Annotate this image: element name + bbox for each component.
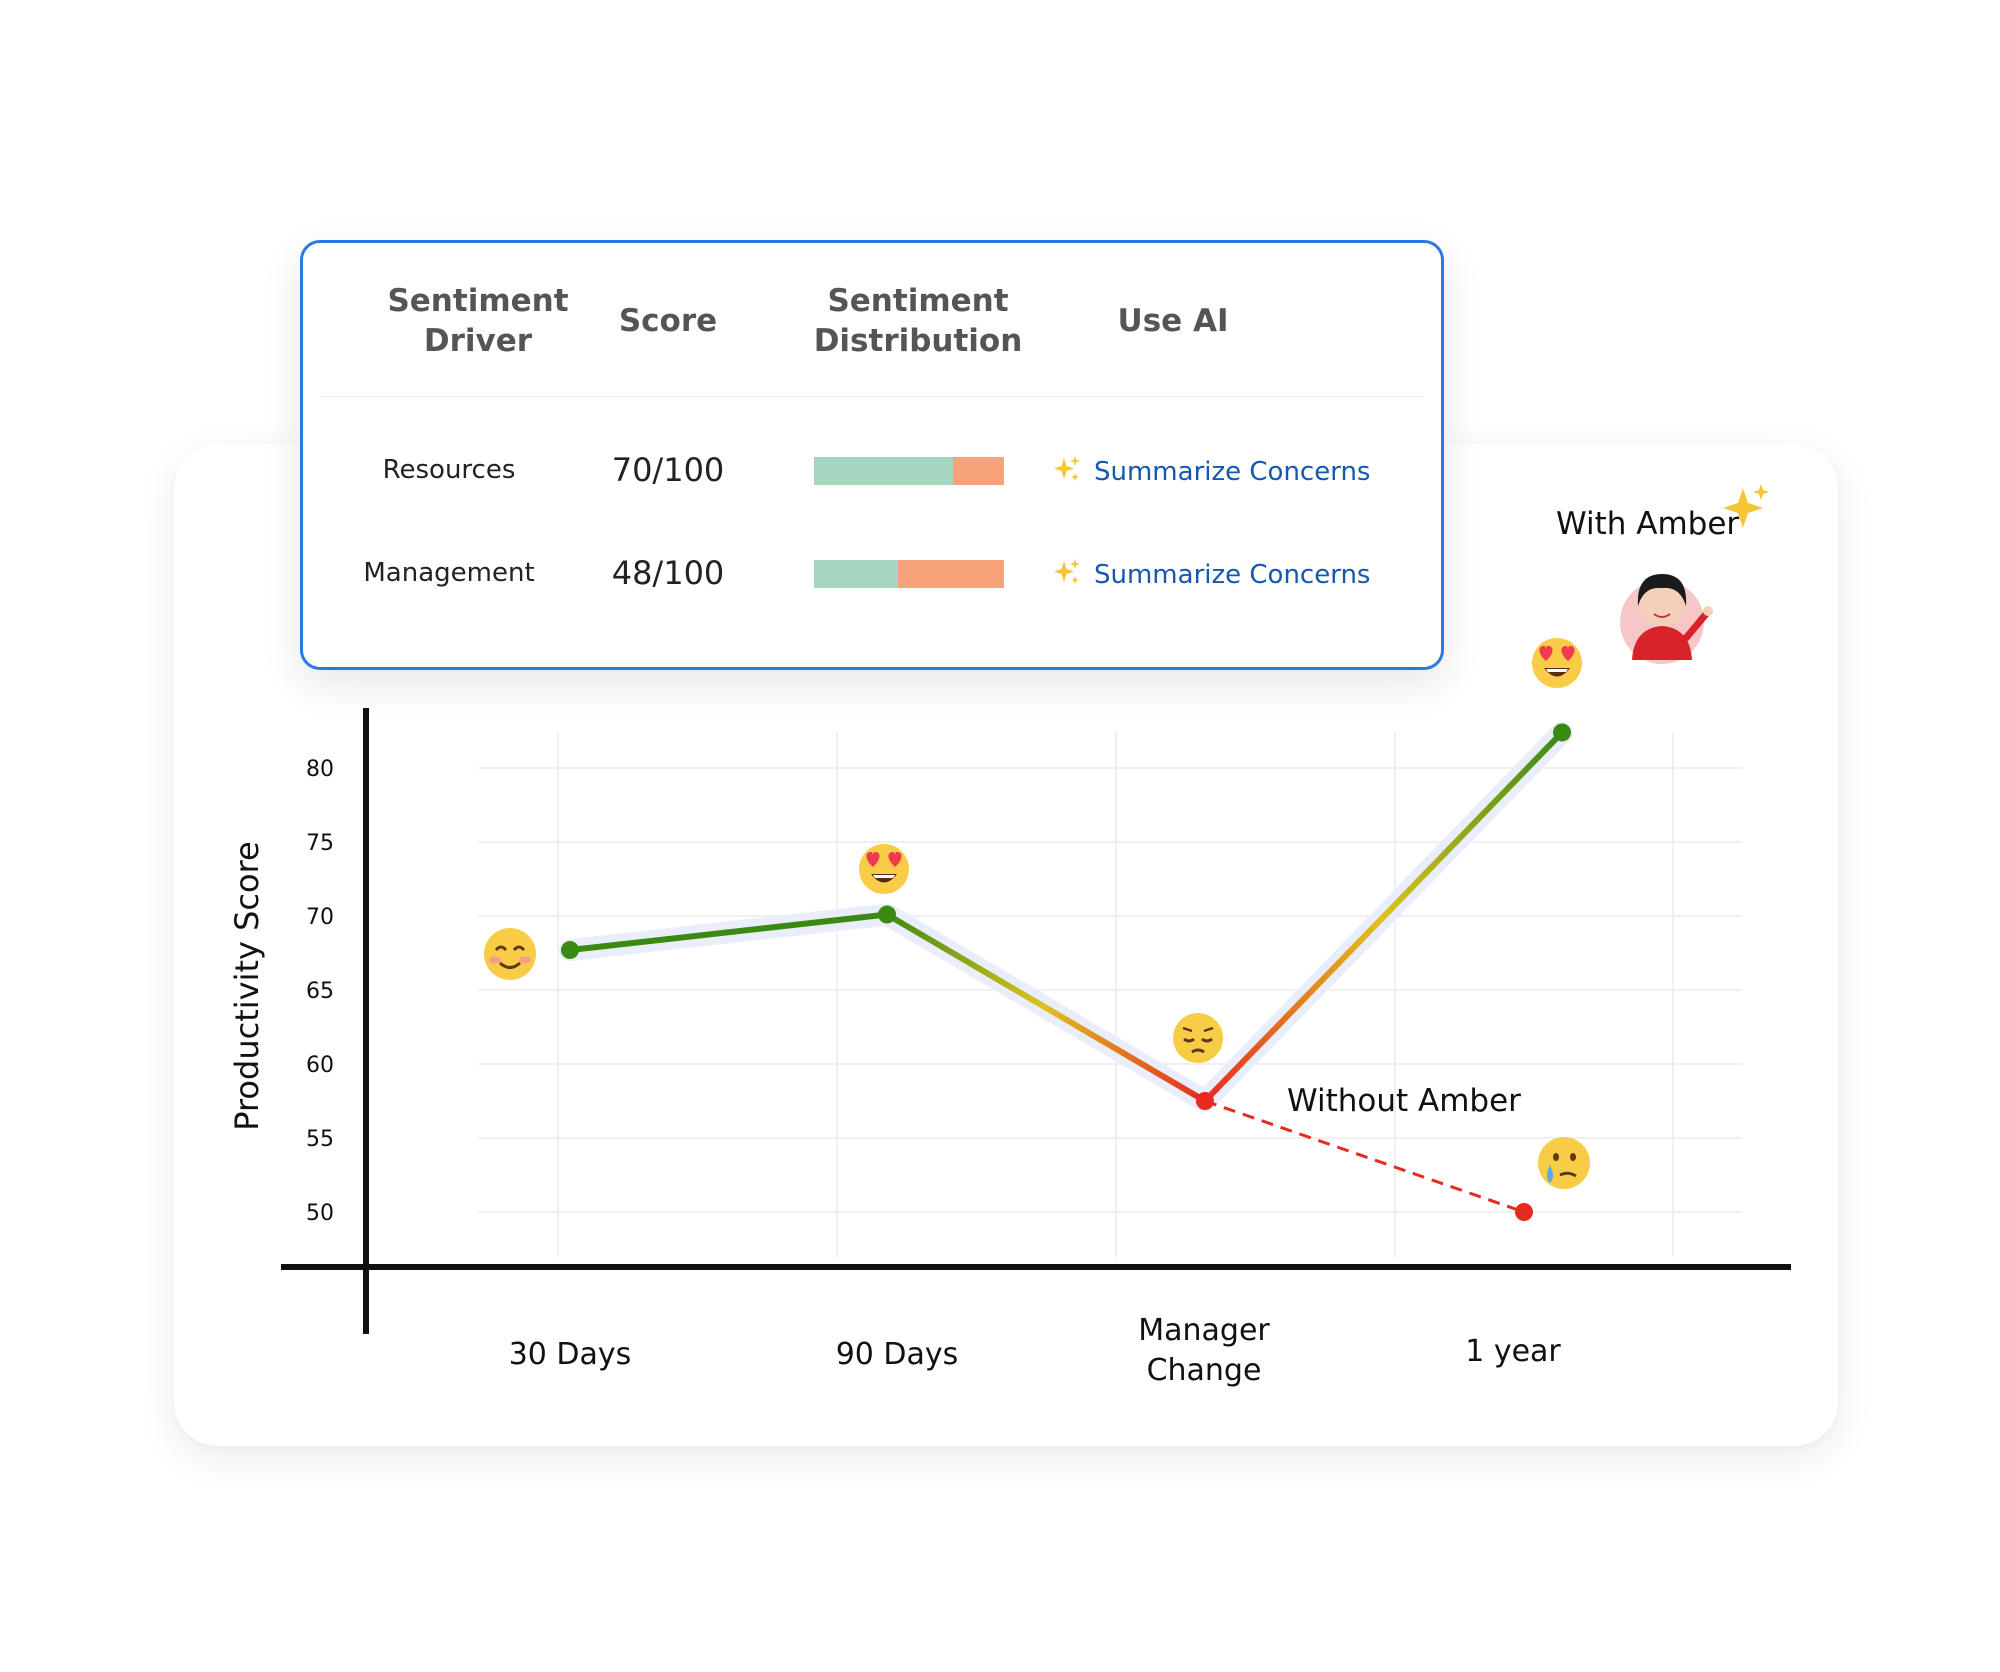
tearful-face-icon <box>1538 1137 1590 1189</box>
header-distribution-line1: Sentiment <box>827 283 1009 319</box>
summarize-concerns-label: Summarize Concerns <box>1094 457 1371 487</box>
header-distribution-line2: Distribution <box>813 323 1023 359</box>
row-driver-resources: Resources <box>382 455 516 485</box>
row-score-resources: 70/100 <box>611 451 725 489</box>
header-divider <box>321 396 1423 397</box>
without-amber-label: Without Amber <box>1287 1083 1521 1119</box>
distribution-bar-resources <box>814 457 1004 485</box>
sparkles-icon <box>1052 454 1082 491</box>
header-score: Score <box>618 303 718 339</box>
y-tick-label: 80 <box>306 757 334 782</box>
header-sentiment-driver-line1: Sentiment <box>387 283 569 319</box>
with-amber-point <box>1553 723 1571 742</box>
amber-avatar <box>1620 574 1713 664</box>
sentiment-table-card: Sentiment Driver Score Sentiment Distrib… <box>300 240 1444 670</box>
heart-eyes-icon <box>1532 638 1582 688</box>
y-tick-label: 75 <box>306 831 334 856</box>
with-amber-point <box>1196 1092 1214 1110</box>
x-category-label: 90 Days <box>836 1337 959 1372</box>
with-amber-line-segment <box>567 911 890 954</box>
with-amber-point <box>878 905 896 924</box>
heart-eyes-icon <box>859 844 909 894</box>
distribution-negative-segment <box>952 457 1004 485</box>
without-amber-point <box>1515 1203 1533 1221</box>
y-tick-label: 65 <box>306 979 334 1004</box>
summarize-concerns-link-management[interactable]: Summarize Concerns <box>1052 557 1370 594</box>
series-group <box>559 721 1573 1221</box>
x-category-label: 30 Days <box>509 1337 632 1372</box>
chart-grid <box>478 732 1742 1257</box>
distribution-positive-segment <box>814 560 898 588</box>
with-amber-line-segment <box>884 911 1208 1104</box>
summarize-concerns-label: Summarize Concerns <box>1094 560 1371 590</box>
pensive-face-icon <box>1173 1013 1223 1063</box>
y-tick-label: 55 <box>306 1127 334 1152</box>
x-category-label: Change <box>1147 1353 1262 1388</box>
with-amber-point <box>561 941 579 960</box>
x-category-labels: 30 Days 90 Days Manager Change 1 year <box>509 1313 1562 1388</box>
summarize-concerns-link-resources[interactable]: Summarize Concerns <box>1052 454 1370 491</box>
y-tick-label: 70 <box>306 905 334 930</box>
header-use-ai: Use AI <box>1117 303 1229 339</box>
smiling-face-icon <box>484 928 536 980</box>
row-score-management: 48/100 <box>611 554 725 592</box>
with-amber-label: With Amber <box>1556 506 1739 542</box>
y-tick-label: 50 <box>306 1201 334 1226</box>
distribution-bar-management <box>814 560 1004 588</box>
header-sentiment-driver: Sentiment Driver <box>333 281 623 361</box>
x-category-label: 1 year <box>1465 1334 1561 1369</box>
x-category-label: Manager <box>1138 1313 1270 1348</box>
sparkles-icon <box>1723 484 1769 528</box>
with-amber-line-segment <box>1202 729 1565 1104</box>
y-tick-labels: 80 75 70 65 60 55 50 <box>306 757 334 1226</box>
without-amber-line <box>1204 1099 1525 1214</box>
y-tick-label: 60 <box>306 1053 334 1078</box>
y-axis-title: Productivity Score <box>228 841 266 1131</box>
row-driver-management: Management <box>363 558 535 588</box>
sparkles-icon <box>1052 557 1082 594</box>
distribution-positive-segment <box>814 457 953 485</box>
header-sentiment-driver-line2: Driver <box>423 323 533 359</box>
header-sentiment-distribution: Sentiment Distribution <box>783 281 1053 361</box>
distribution-negative-segment <box>897 560 1004 588</box>
